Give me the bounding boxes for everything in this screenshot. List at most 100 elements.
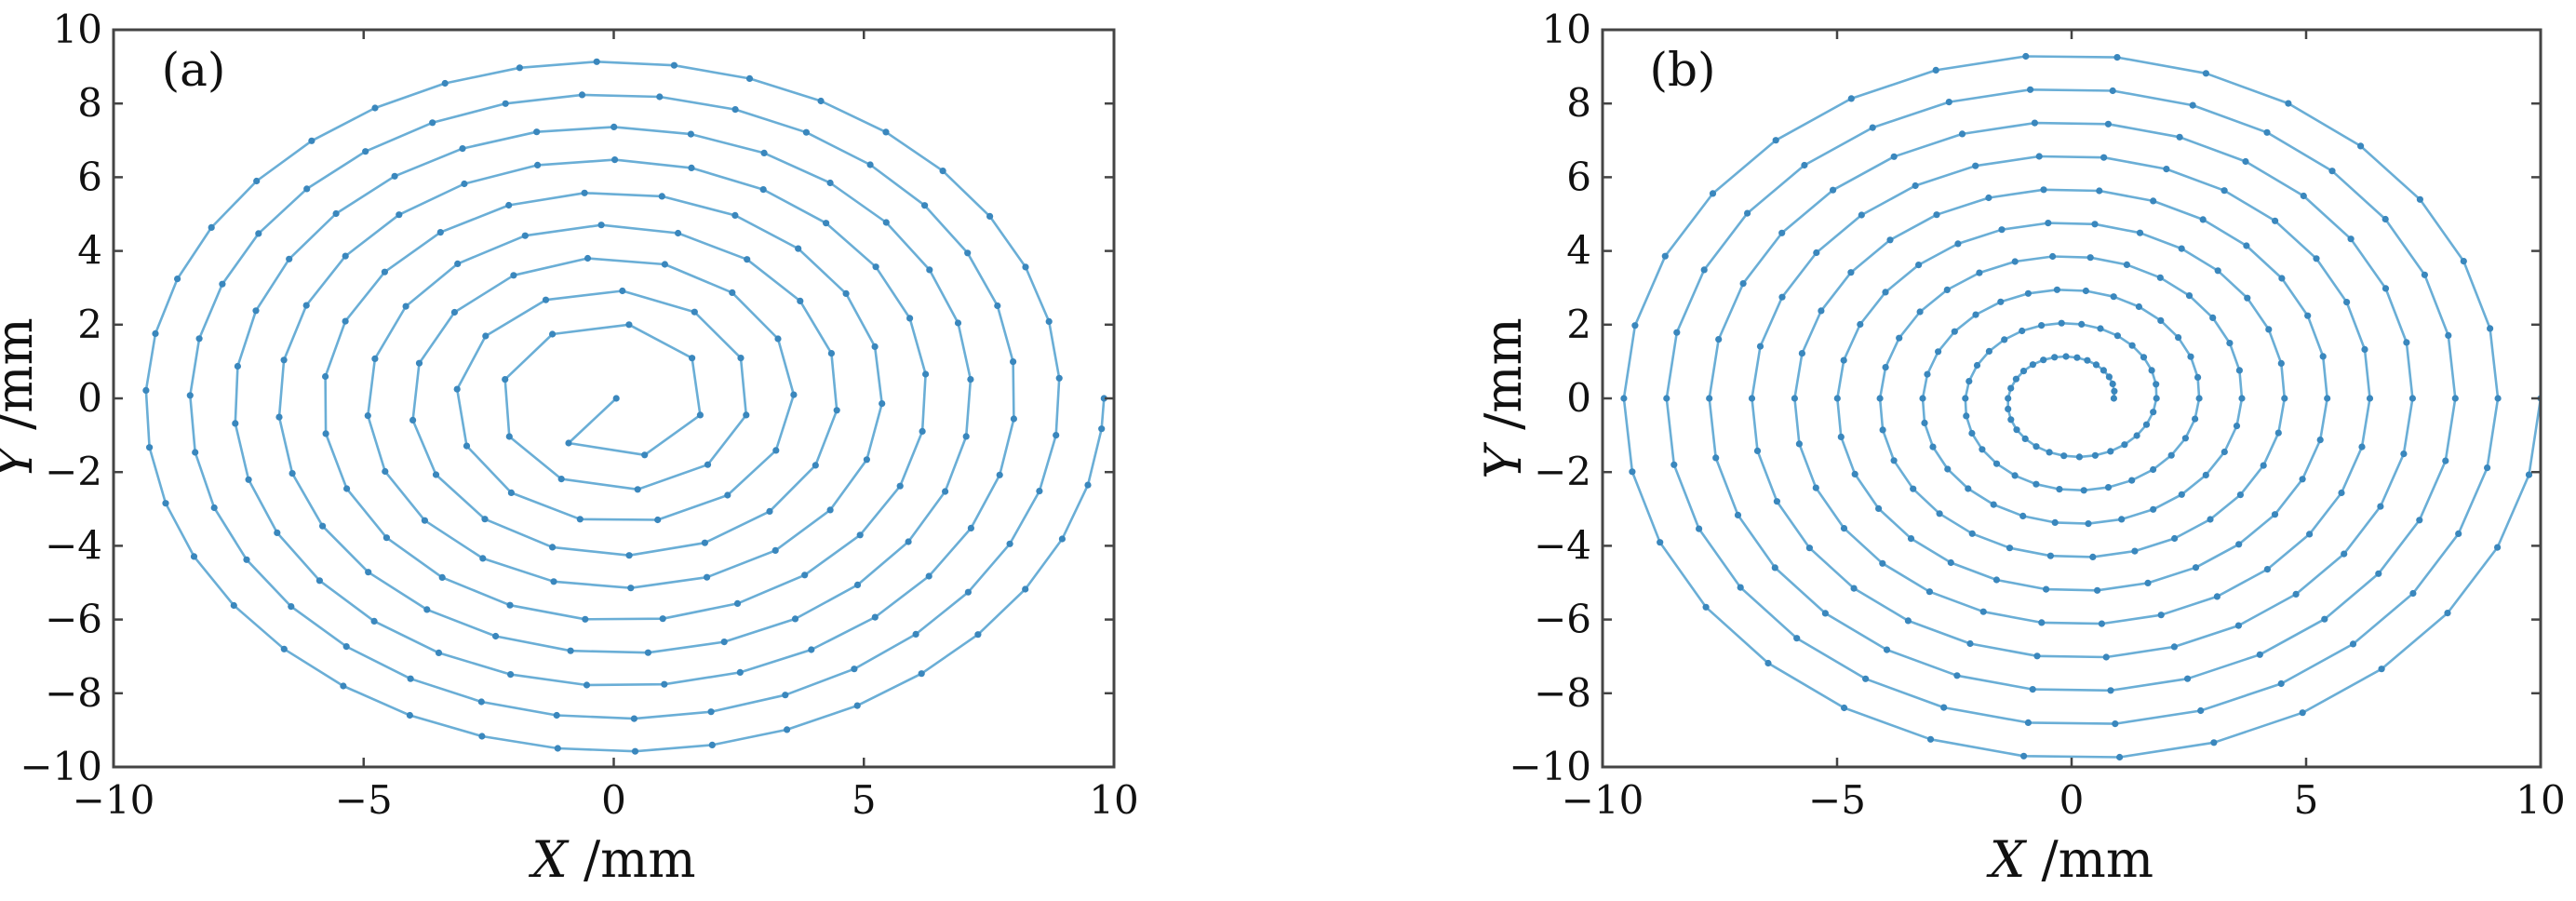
data-point xyxy=(871,343,879,350)
data-point xyxy=(2051,518,2059,527)
data-point xyxy=(302,302,310,309)
data-point xyxy=(720,639,728,646)
data-point xyxy=(1798,350,1805,357)
data-point xyxy=(1840,525,1848,532)
data-point xyxy=(772,447,780,454)
data-point xyxy=(371,104,379,112)
data-point xyxy=(2150,197,2157,205)
data-point xyxy=(729,289,736,296)
data-point xyxy=(1805,545,1813,552)
data-point xyxy=(1972,162,1979,169)
data-point xyxy=(1847,269,1855,276)
data-point xyxy=(2199,216,2207,223)
data-point xyxy=(724,491,731,499)
data-point xyxy=(1907,535,1915,543)
data-point xyxy=(2012,375,2019,383)
data-point xyxy=(1837,433,1845,440)
data-point xyxy=(1734,511,1742,519)
x-tick-label: −10 xyxy=(73,777,155,823)
data-point xyxy=(879,400,886,408)
data-point xyxy=(549,330,557,338)
data-point xyxy=(737,355,745,362)
data-point xyxy=(919,427,926,435)
data-point xyxy=(1875,504,1883,513)
data-point xyxy=(2444,610,2451,617)
data-point xyxy=(701,539,709,546)
data-point xyxy=(759,186,767,194)
data-point xyxy=(2005,395,2012,402)
data-point xyxy=(174,276,181,283)
data-point xyxy=(2313,255,2320,262)
data-point xyxy=(2133,432,2140,439)
data-point xyxy=(2189,101,2196,109)
data-point xyxy=(2046,449,2053,456)
data-point xyxy=(2197,706,2205,715)
data-point xyxy=(842,289,850,297)
data-point xyxy=(2171,534,2179,543)
data-point xyxy=(2460,258,2467,265)
data-point xyxy=(812,462,819,469)
data-point xyxy=(415,359,423,367)
data-point xyxy=(2082,287,2089,295)
data-point xyxy=(597,222,605,229)
y-axis-label-unit: /mm xyxy=(0,317,44,446)
data-point xyxy=(2265,326,2273,333)
data-point xyxy=(2104,484,2113,491)
data-point xyxy=(2100,154,2108,161)
data-point xyxy=(2349,640,2357,648)
data-point xyxy=(905,538,912,545)
data-point xyxy=(2184,675,2192,682)
data-point xyxy=(2031,119,2038,127)
data-point xyxy=(1944,465,1952,473)
data-point xyxy=(2007,384,2015,392)
data-point xyxy=(2086,254,2094,262)
data-point xyxy=(1992,576,2000,584)
data-point xyxy=(364,412,371,420)
data-point xyxy=(853,702,861,709)
data-point xyxy=(1006,540,1013,547)
data-point xyxy=(2046,552,2054,559)
data-point xyxy=(2328,168,2336,175)
data-point xyxy=(2358,443,2366,450)
data-point xyxy=(1833,395,1841,402)
data-point xyxy=(670,61,678,69)
data-point xyxy=(2319,353,2327,360)
data-point xyxy=(2403,339,2410,346)
data-point xyxy=(492,632,500,640)
data-point xyxy=(255,230,262,237)
data-point xyxy=(853,581,862,589)
data-point xyxy=(1883,646,1891,653)
data-point xyxy=(2107,448,2114,455)
y-tick-label: 10 xyxy=(53,7,102,52)
data-point xyxy=(704,573,711,581)
data-point xyxy=(1896,334,1903,342)
data-point xyxy=(1916,308,1924,316)
data-point xyxy=(280,356,288,364)
data-point xyxy=(2027,86,2034,93)
y-tick-label: 8 xyxy=(1566,80,1591,126)
data-point xyxy=(479,555,487,562)
data-point xyxy=(2202,70,2209,77)
data-point xyxy=(461,180,468,188)
x-tick-label: 10 xyxy=(2516,777,2565,823)
data-point xyxy=(1801,161,1808,169)
data-point xyxy=(2242,157,2249,166)
data-point xyxy=(2111,387,2118,395)
data-point xyxy=(2096,187,2103,195)
x-tick-label: 0 xyxy=(2059,777,2085,823)
data-point xyxy=(2400,450,2408,458)
data-point xyxy=(2416,195,2423,203)
data-point xyxy=(245,476,252,483)
data-point xyxy=(2019,512,2027,520)
data-point xyxy=(2178,245,2185,252)
y-tick-label: −6 xyxy=(1534,597,1591,642)
data-point xyxy=(1940,704,1948,711)
y-tick-label: 6 xyxy=(77,154,102,199)
data-point xyxy=(565,439,572,447)
y-tick-label: −2 xyxy=(45,449,102,494)
data-point xyxy=(581,189,588,196)
data-point xyxy=(2299,709,2306,717)
data-point xyxy=(421,517,428,524)
